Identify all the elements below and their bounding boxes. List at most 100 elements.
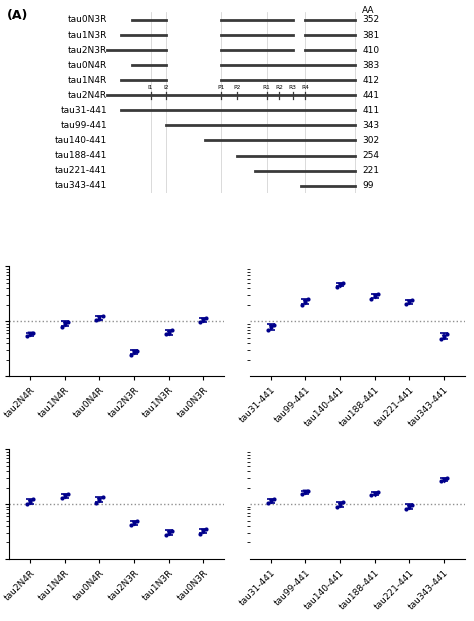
Point bbox=[371, 291, 378, 301]
Text: I1: I1 bbox=[148, 86, 153, 91]
Text: P2: P2 bbox=[233, 86, 241, 91]
Text: tau188-441: tau188-441 bbox=[55, 151, 107, 160]
Point bbox=[440, 474, 447, 484]
Point bbox=[371, 291, 378, 301]
Point bbox=[58, 494, 65, 504]
Point bbox=[130, 347, 138, 357]
Point bbox=[29, 328, 37, 338]
Point bbox=[23, 499, 31, 509]
Point bbox=[134, 515, 141, 525]
Text: I2: I2 bbox=[164, 86, 169, 91]
Point bbox=[405, 502, 413, 512]
Point bbox=[23, 332, 31, 342]
Point bbox=[336, 280, 344, 290]
Text: 99: 99 bbox=[362, 181, 374, 190]
Text: tau2N4R: tau2N4R bbox=[68, 91, 107, 100]
Point bbox=[443, 473, 451, 483]
Point bbox=[333, 282, 340, 292]
Point bbox=[203, 313, 210, 323]
Point bbox=[168, 325, 176, 335]
Point bbox=[127, 520, 135, 530]
Point bbox=[27, 497, 34, 507]
Point bbox=[270, 494, 278, 504]
Point bbox=[99, 492, 106, 502]
Point bbox=[196, 528, 204, 538]
Point bbox=[200, 526, 207, 536]
Point bbox=[437, 334, 445, 344]
Text: tau343-441: tau343-441 bbox=[55, 181, 107, 190]
Point bbox=[134, 346, 141, 356]
Point bbox=[298, 489, 306, 499]
Point bbox=[168, 526, 176, 536]
Point bbox=[64, 489, 72, 499]
Point bbox=[200, 315, 207, 325]
Point bbox=[440, 474, 447, 484]
Text: R3: R3 bbox=[289, 86, 296, 91]
Point bbox=[58, 322, 65, 332]
Point bbox=[336, 500, 344, 510]
Point bbox=[409, 296, 416, 306]
Text: 352: 352 bbox=[362, 16, 379, 24]
Point bbox=[92, 498, 100, 508]
Point bbox=[267, 496, 274, 505]
Point bbox=[162, 329, 169, 339]
Point bbox=[301, 297, 309, 307]
Point bbox=[368, 491, 375, 501]
Point bbox=[336, 500, 344, 510]
Text: tau1N3R: tau1N3R bbox=[68, 30, 107, 40]
Text: tau31-441: tau31-441 bbox=[61, 106, 107, 115]
Text: 254: 254 bbox=[362, 151, 379, 160]
Point bbox=[339, 278, 347, 288]
Point bbox=[96, 495, 103, 505]
Point bbox=[96, 313, 103, 323]
Point bbox=[409, 500, 416, 510]
Point bbox=[130, 347, 138, 357]
Point bbox=[333, 502, 340, 512]
Point bbox=[440, 332, 447, 342]
Text: (A): (A) bbox=[7, 9, 28, 22]
Point bbox=[61, 491, 69, 501]
Point bbox=[27, 329, 34, 339]
Point bbox=[374, 289, 382, 299]
Text: R2: R2 bbox=[275, 86, 283, 91]
Text: tau0N4R: tau0N4R bbox=[68, 61, 107, 70]
Point bbox=[405, 297, 413, 307]
Text: 343: 343 bbox=[362, 121, 379, 130]
Point bbox=[99, 311, 106, 321]
Text: tau221-441: tau221-441 bbox=[55, 166, 107, 175]
Point bbox=[305, 294, 312, 304]
Text: 441: 441 bbox=[362, 91, 379, 100]
Point bbox=[336, 280, 344, 290]
Point bbox=[270, 320, 278, 330]
Point bbox=[264, 497, 271, 507]
Point bbox=[368, 294, 375, 304]
Point bbox=[301, 487, 309, 497]
Text: AA: AA bbox=[362, 6, 374, 16]
Text: 383: 383 bbox=[362, 61, 379, 70]
Point bbox=[405, 502, 413, 512]
Text: 221: 221 bbox=[362, 166, 379, 175]
Point bbox=[29, 494, 37, 504]
Point bbox=[96, 314, 103, 324]
Point bbox=[267, 322, 274, 332]
Point bbox=[402, 299, 410, 309]
Point bbox=[64, 317, 72, 327]
Point bbox=[440, 332, 447, 342]
Text: tau140-441: tau140-441 bbox=[55, 136, 107, 145]
Text: 411: 411 bbox=[362, 106, 379, 115]
Point bbox=[339, 497, 347, 507]
Point bbox=[165, 528, 173, 538]
Point bbox=[405, 297, 413, 307]
Text: P1: P1 bbox=[218, 86, 225, 91]
Text: R4: R4 bbox=[301, 86, 309, 91]
Point bbox=[264, 325, 271, 335]
Point bbox=[61, 491, 69, 501]
Point bbox=[402, 504, 410, 514]
Point bbox=[305, 486, 312, 496]
Point bbox=[374, 487, 382, 497]
Text: tau99-441: tau99-441 bbox=[61, 121, 107, 130]
Point bbox=[200, 315, 207, 325]
Point bbox=[61, 319, 69, 329]
Point bbox=[61, 319, 69, 329]
Point bbox=[371, 489, 378, 499]
